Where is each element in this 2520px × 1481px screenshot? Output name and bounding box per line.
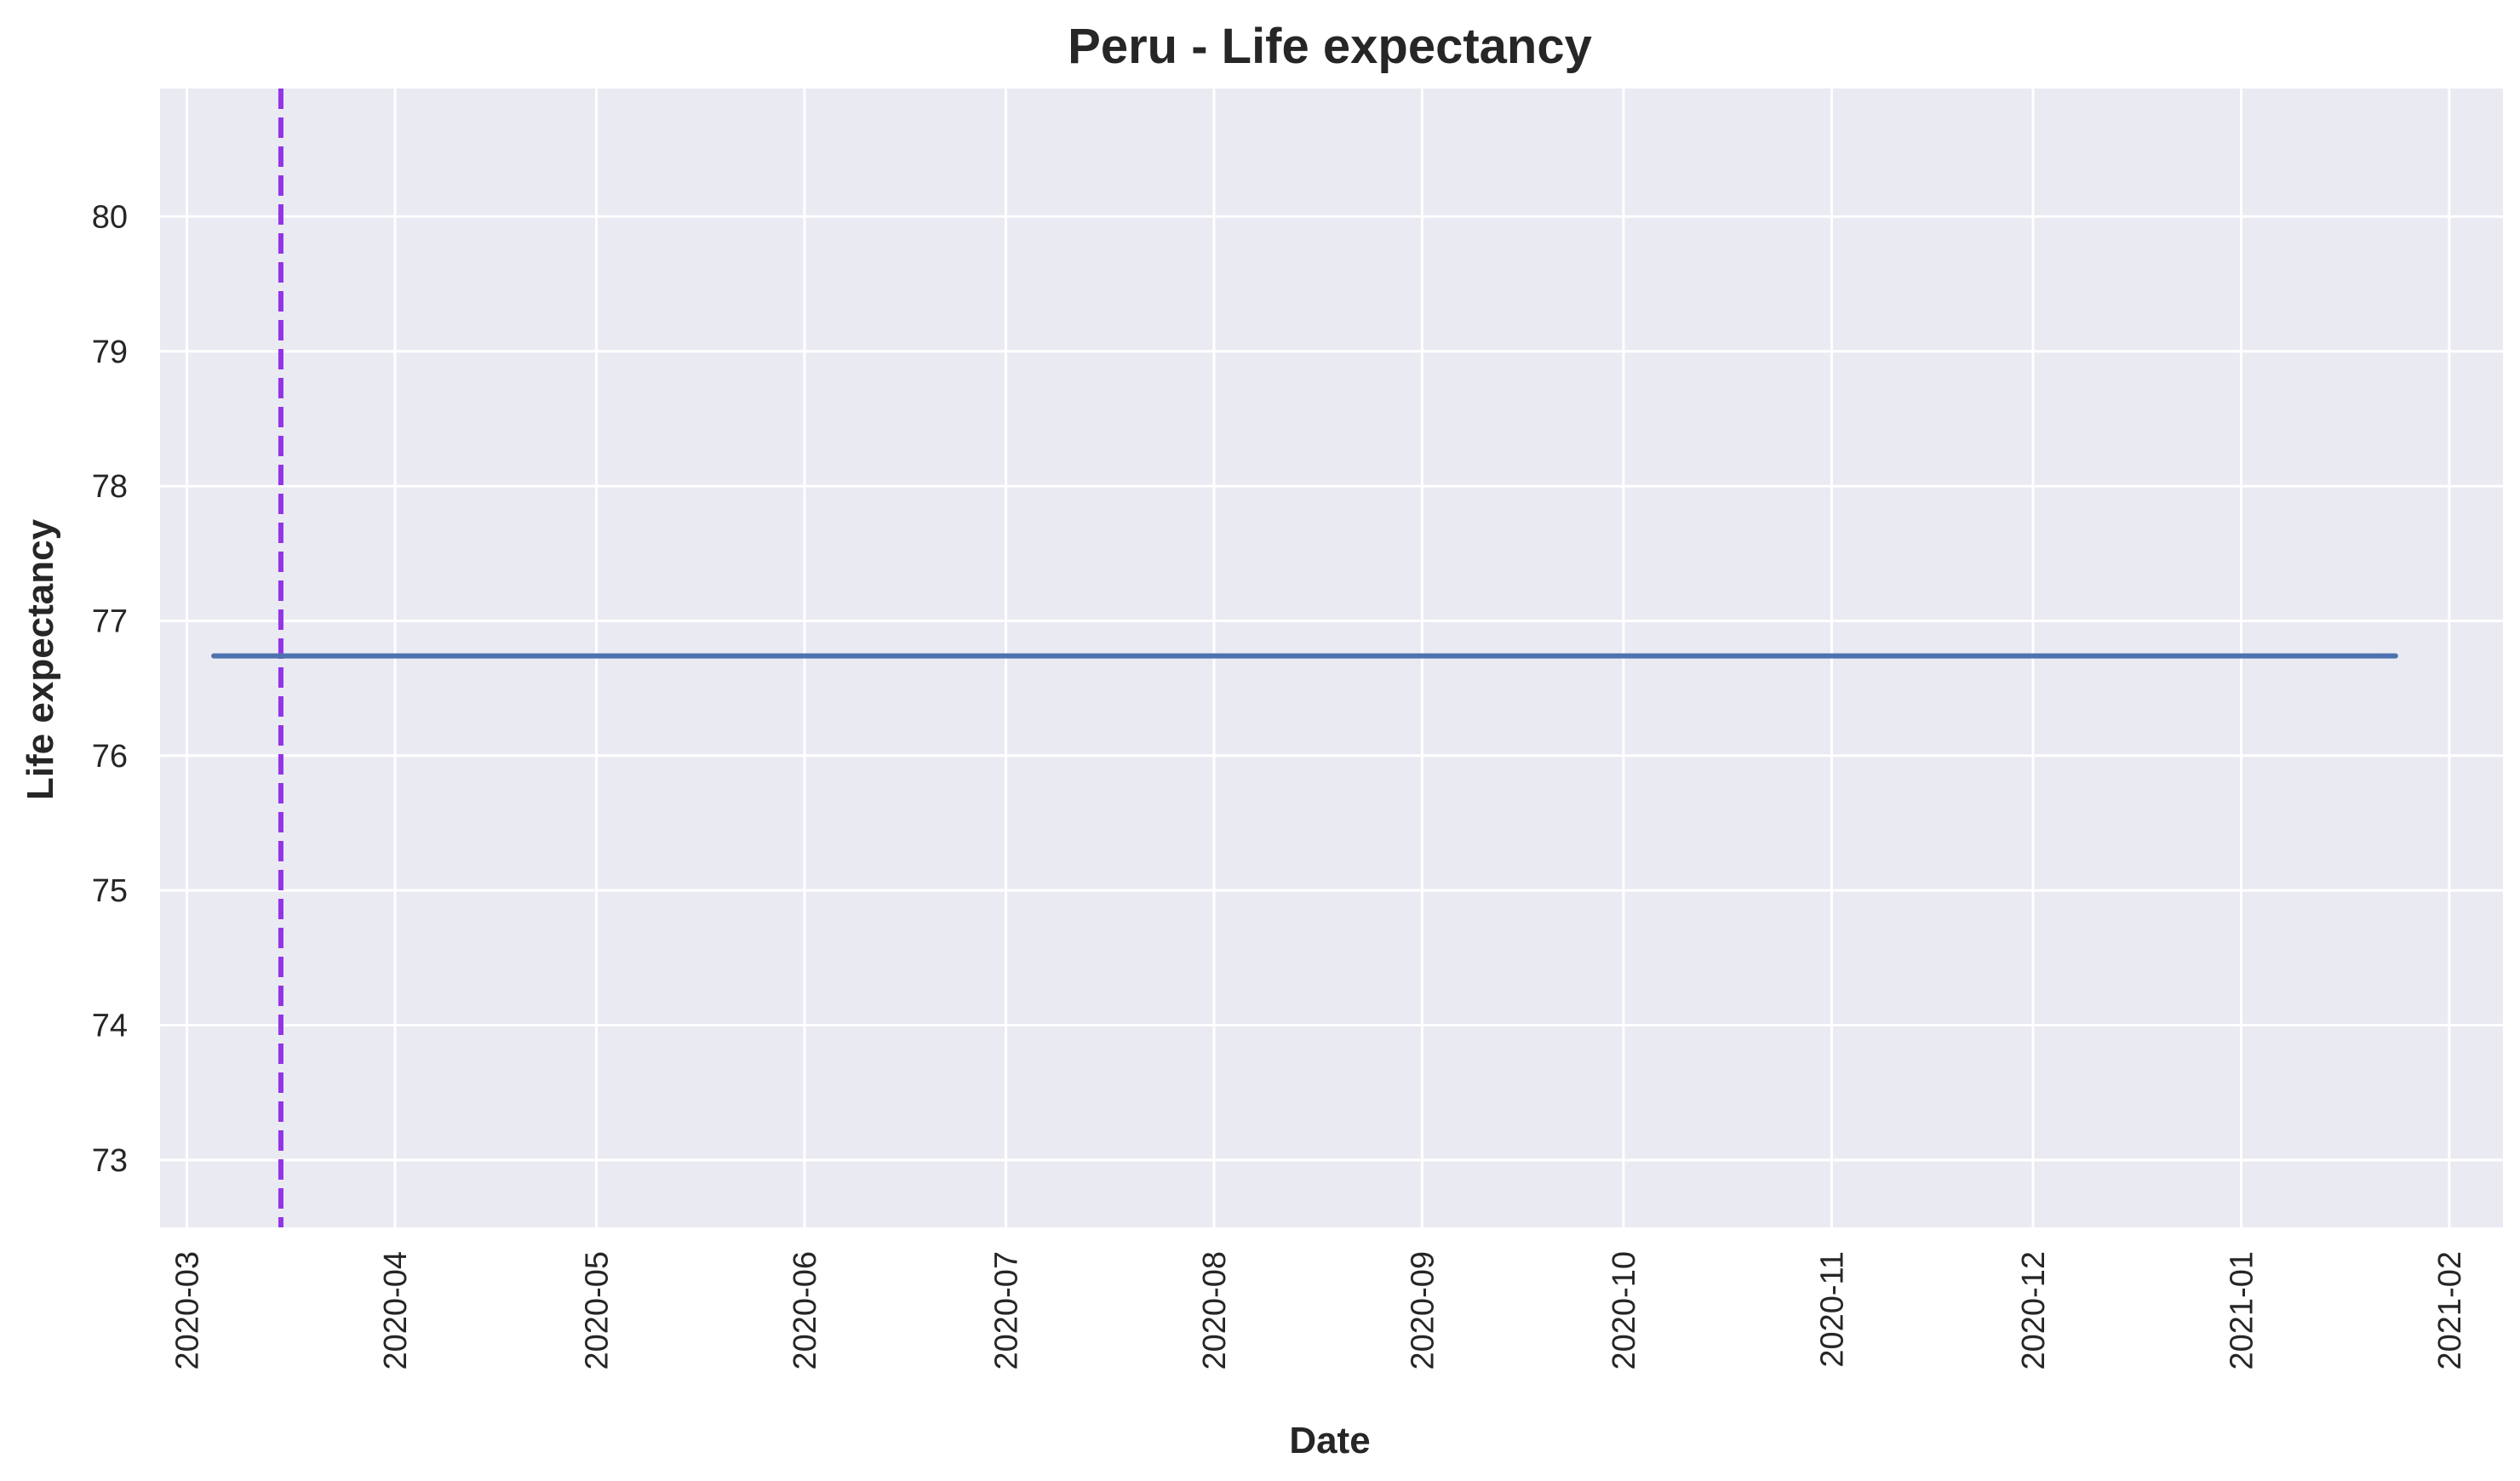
chart-title: Peru - Life expectancy: [1068, 19, 1592, 74]
y-tick-label: 78: [92, 469, 128, 505]
y-tick-label: 75: [92, 873, 128, 909]
x-tick-label: 2020-06: [788, 1251, 823, 1369]
x-tick-label: 2020-08: [1197, 1251, 1233, 1369]
y-axis-label: Life expectancy: [20, 518, 61, 800]
x-tick-label: 2020-12: [2016, 1251, 2052, 1369]
y-tick-label: 80: [92, 199, 128, 235]
x-tick-label: 2021-02: [2432, 1251, 2468, 1369]
x-tick-label: 2020-10: [1606, 1251, 1642, 1369]
x-tick-label: 2021-01: [2224, 1251, 2259, 1369]
y-tick-label: 76: [92, 739, 128, 775]
x-tick-label: 2020-05: [580, 1251, 616, 1369]
y-tick-label: 73: [92, 1143, 128, 1179]
y-tick-label: 77: [92, 603, 128, 639]
y-tick-label: 74: [92, 1008, 128, 1044]
x-tick-label: 2020-11: [1814, 1251, 1850, 1368]
y-tick-label: 79: [92, 335, 128, 370]
x-tick-label: 2020-03: [170, 1251, 206, 1369]
x-tick-label: 2020-04: [378, 1251, 414, 1369]
x-tick-label: 2020-07: [989, 1251, 1025, 1369]
x-axis-label: Date: [1289, 1420, 1370, 1461]
x-tick-labels: 2020-03 2020-04 2020-05 2020-06 2020-07 2020-…: [170, 1251, 2468, 1369]
y-tick-labels: 73 74 75 76 77 78 79 80: [92, 199, 128, 1178]
x-tick-label: 2020-09: [1405, 1251, 1440, 1369]
